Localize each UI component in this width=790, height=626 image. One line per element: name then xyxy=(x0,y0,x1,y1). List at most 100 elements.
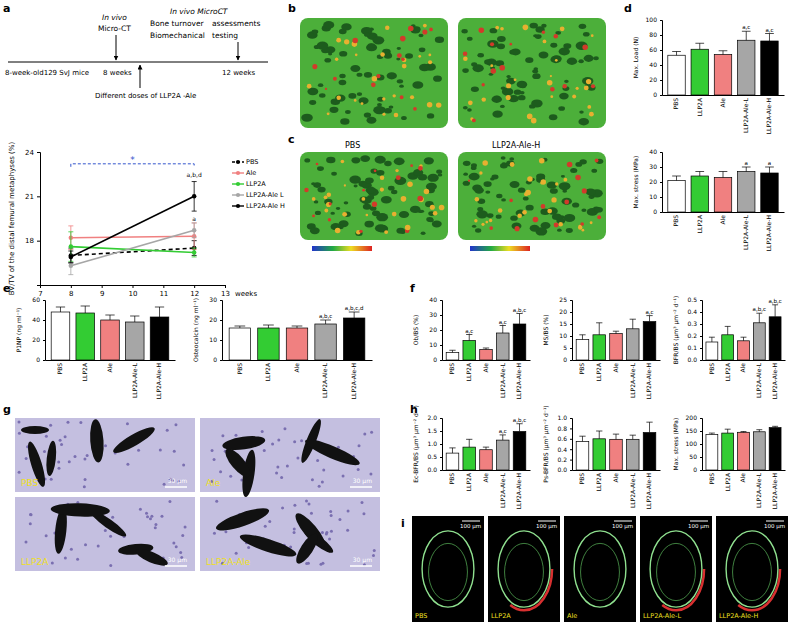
tick-label: 1.5 xyxy=(427,427,437,434)
tick-label: Ale xyxy=(739,363,746,373)
tick-mark xyxy=(660,50,662,51)
x-tick: Ale xyxy=(482,470,489,482)
timeline-label: testing xyxy=(212,31,238,40)
tick-label: LLP2A-Ale-L xyxy=(321,362,328,398)
panel-letter: f xyxy=(410,282,415,295)
y-axis: 0102030 xyxy=(209,296,222,363)
histology-cell xyxy=(280,476,283,479)
histology-cell xyxy=(357,468,360,471)
histology-cell xyxy=(370,431,373,434)
y-tick: 21 xyxy=(25,193,40,201)
ct-pore xyxy=(311,182,315,185)
tick-label: LLP2A-Ale-L xyxy=(755,362,762,398)
ct-pore xyxy=(343,212,351,217)
x-tick: LLP2A xyxy=(696,95,703,116)
ct-spot xyxy=(523,25,529,31)
ct-spot xyxy=(405,225,411,231)
x-tick: PBS xyxy=(578,470,585,484)
x-tick: Ale xyxy=(612,360,619,372)
error-stem xyxy=(60,307,61,312)
error-cap xyxy=(192,211,197,212)
x-axis: PBSLLP2AAleLLP2A-Ale-LLLP2A-Ale-H xyxy=(573,470,661,509)
histology-cell xyxy=(264,525,267,528)
ct-spot xyxy=(539,158,545,164)
tick-label: 1.0 xyxy=(557,414,567,421)
error-bar xyxy=(719,172,728,178)
fluorescence-bg xyxy=(564,516,636,622)
y-tick: 30 xyxy=(209,296,222,303)
tick-label: 0.0 xyxy=(557,466,567,473)
tick-label: 1.0 xyxy=(427,440,437,447)
ct-spot xyxy=(439,205,445,211)
error-stem xyxy=(599,323,600,335)
error-bar xyxy=(672,52,681,56)
histology-cell xyxy=(160,515,163,518)
error-stem xyxy=(582,436,583,441)
tick-label: PBS xyxy=(672,215,679,227)
ct-spot xyxy=(541,179,546,184)
y-tick: 0.6 xyxy=(557,435,572,442)
fluorescence-image: PBS100 μm xyxy=(412,516,484,622)
ct-spot xyxy=(554,34,559,39)
ct-pore xyxy=(372,211,380,217)
error-bar xyxy=(466,335,472,341)
y-axis: 050100150200 xyxy=(686,414,703,473)
tick-label: 0.2 xyxy=(557,456,567,463)
error-stem xyxy=(134,316,135,322)
bar xyxy=(343,318,364,360)
histology-cell xyxy=(168,500,171,503)
ct-spot xyxy=(587,105,591,109)
tick-label: LLP2A-Ale-H xyxy=(645,473,652,509)
axis-line xyxy=(443,360,531,361)
tick-mark xyxy=(43,340,45,341)
tick-label: LLP2A-Ale-L xyxy=(131,362,138,398)
tick-label: LLP2A-Ale-H xyxy=(771,473,778,509)
x-axis: PBSLLP2AAleLLP2A-Ale-LLLP2A-Ale-H xyxy=(443,360,531,399)
tick-mark xyxy=(40,285,41,288)
ct-pore xyxy=(307,88,318,96)
histology-cell xyxy=(362,512,365,515)
error-stem xyxy=(502,435,503,440)
bar xyxy=(610,439,623,470)
x-tick: PBS xyxy=(708,360,715,374)
ct-spot xyxy=(410,95,414,99)
ct-spot xyxy=(355,54,358,57)
marker xyxy=(192,228,197,233)
ct-spot xyxy=(468,101,473,106)
error-cap xyxy=(756,429,762,430)
ct-pore xyxy=(579,24,587,29)
x-tick: PBS xyxy=(448,360,455,374)
bar xyxy=(496,440,509,470)
label-green xyxy=(505,543,544,600)
error-bar xyxy=(516,314,522,325)
x-tick: LLP2A-Ale-H xyxy=(645,360,652,399)
ct-pore xyxy=(583,32,590,37)
tick-label: 20 xyxy=(559,308,567,315)
x-tick: Ale xyxy=(739,360,746,372)
significance-label: a,c xyxy=(499,319,507,325)
tick-mark xyxy=(440,457,442,458)
y-tick: 24 xyxy=(25,149,40,157)
ct-pore xyxy=(366,44,377,52)
x-tick: Ale xyxy=(293,360,300,372)
ct-pore xyxy=(356,73,362,77)
ct-block xyxy=(300,18,448,128)
ct-pore xyxy=(381,196,392,204)
tick-label: 24 xyxy=(25,149,34,157)
ct-spot xyxy=(564,178,568,182)
tick-label: 0 xyxy=(36,356,40,363)
histology-cell xyxy=(184,525,187,528)
ct-pore xyxy=(525,57,533,63)
error-cap xyxy=(516,423,522,424)
scale-bar xyxy=(462,521,480,522)
ct-pore xyxy=(368,43,375,48)
y-tick: 30 xyxy=(429,311,442,318)
x-tick: LLP2A xyxy=(595,470,602,491)
scale-label: 100 μm xyxy=(612,523,633,530)
histology-cell xyxy=(111,516,114,519)
micro-ct-image xyxy=(458,152,606,240)
bar xyxy=(496,333,509,360)
x-axis: PBSLLP2AAleLLP2A-Ale-LLLP2A-Ale-H xyxy=(703,360,786,399)
y-tick: 0.0 xyxy=(557,466,572,473)
scale-bar xyxy=(350,565,372,567)
